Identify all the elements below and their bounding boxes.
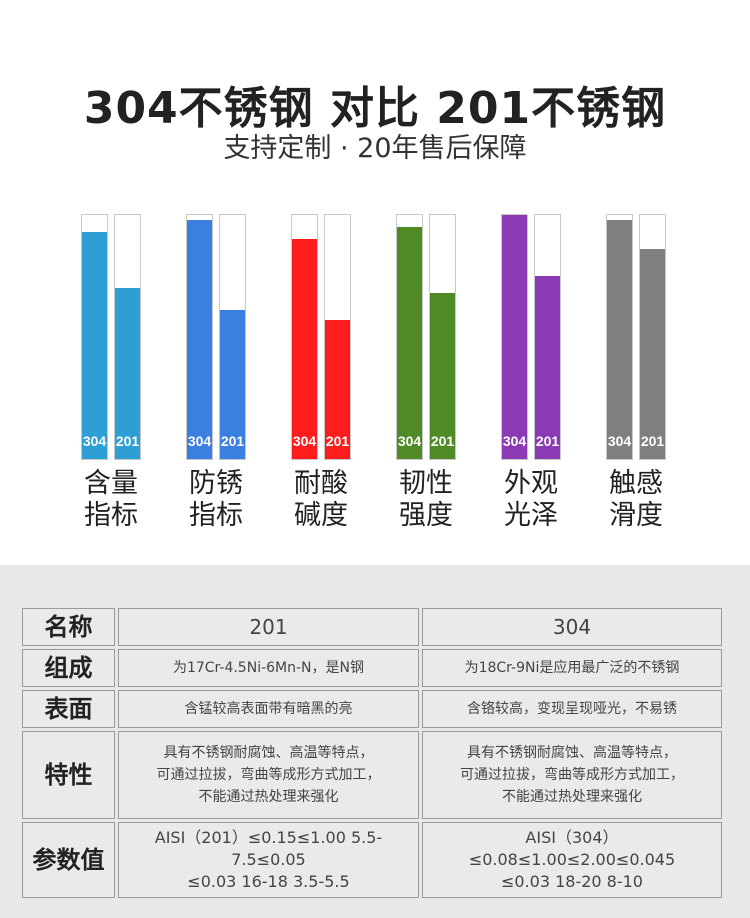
bar-304 bbox=[292, 239, 317, 459]
bar-track-304: 304 bbox=[291, 214, 318, 460]
bar-label: 201 bbox=[640, 433, 665, 449]
bar-track-304: 304 bbox=[501, 214, 528, 460]
bar-track-201: 201 bbox=[429, 214, 456, 460]
bar-track-201: 201 bbox=[534, 214, 561, 460]
row-label: 参数值 bbox=[22, 822, 115, 898]
bar-304 bbox=[82, 232, 107, 459]
page-subtitle: 支持定制 · 20年售后保障 bbox=[223, 133, 527, 164]
bar-201 bbox=[325, 319, 350, 459]
table-row: 表面 含锰较高表面带有暗黑的亮 含铬较高，变现呈现哑光，不易锈 bbox=[22, 690, 722, 728]
cell-line: 可通过拉拔，弯曲等成形方式加工， bbox=[156, 767, 381, 783]
bar-201 bbox=[430, 293, 455, 459]
bar-label: 201 bbox=[430, 433, 455, 449]
category-label-line: 滑度 bbox=[609, 500, 663, 531]
category-label-line: 耐酸 bbox=[294, 468, 348, 499]
row-label: 表面 bbox=[22, 690, 115, 728]
bar-label: 201 bbox=[535, 433, 560, 449]
bar-label: 304 bbox=[82, 433, 107, 449]
cell-line: ≤0.03 18-20 8-10 bbox=[500, 872, 643, 891]
category-label-line: 含量 bbox=[84, 468, 138, 499]
category-label-line: 强度 bbox=[399, 500, 453, 531]
category-label: 韧性 强度 bbox=[381, 468, 471, 532]
cell-201: 为17Cr-4.5Ni-6Mn-N，是N钢 bbox=[118, 649, 419, 687]
bar-304 bbox=[187, 219, 212, 459]
header-cell: 304 bbox=[421, 608, 722, 646]
table-header-row: 名称 201 304 bbox=[22, 608, 722, 646]
cell-line: 可通过拉拔，弯曲等成形方式加工， bbox=[459, 767, 684, 783]
cell-line: 具有不锈钢耐腐蚀、高温等特点， bbox=[466, 745, 677, 761]
bar-label: 201 bbox=[220, 433, 245, 449]
table-row: 参数值 AISI（201）≤0.15≤1.00 5.5-7.5≤0.05 ≤0.03… bbox=[22, 822, 722, 898]
bar-201 bbox=[535, 276, 560, 459]
category-label: 触感 滑度 bbox=[591, 468, 681, 532]
bar-label: 201 bbox=[325, 433, 350, 449]
cell-line: 不能通过热处理来强化 bbox=[198, 789, 339, 805]
category-label: 耐酸 碱度 bbox=[276, 468, 366, 532]
cell-line: 为18Cr-9Ni是应用最广泛的不锈钢 bbox=[464, 660, 680, 676]
bar-304 bbox=[607, 219, 632, 459]
cell-304: 含铬较高，变现呈现哑光，不易锈 bbox=[421, 690, 722, 728]
bar-201 bbox=[640, 249, 665, 459]
bar-track-304: 304 bbox=[186, 214, 213, 460]
bar-track-201: 201 bbox=[219, 214, 246, 460]
cell-line: AISI（304）≤0.08≤1.00≤2.00≤0.045 bbox=[468, 828, 676, 869]
bar-label: 304 bbox=[187, 433, 212, 449]
table-row: 特性 具有不锈钢耐腐蚀、高温等特点， 可通过拉拔，弯曲等成形方式加工， 不能通过热处理… bbox=[22, 731, 722, 819]
cell-304: 具有不锈钢耐腐蚀、高温等特点， 可通过拉拔，弯曲等成形方式加工， 不能通过热处理来强… bbox=[421, 731, 722, 819]
cell-201: AISI（201）≤0.15≤1.00 5.5-7.5≤0.05 ≤0.03 16… bbox=[118, 822, 419, 898]
cell-line: 含铬较高，变现呈现哑光，不易锈 bbox=[466, 701, 677, 717]
page-title: 304不锈钢 对比 201不锈钢 bbox=[83, 83, 667, 134]
bar-track-304: 304 bbox=[81, 214, 108, 460]
cell-201: 具有不锈钢耐腐蚀、高温等特点， 可通过拉拔，弯曲等成形方式加工， 不能通过热处理来强… bbox=[118, 731, 419, 819]
bar-label: 304 bbox=[292, 433, 317, 449]
cell-304: 为18Cr-9Ni是应用最广泛的不锈钢 bbox=[421, 649, 722, 687]
category-label-line: 碱度 bbox=[294, 500, 348, 531]
cell-line: 不能通过热处理来强化 bbox=[501, 789, 642, 805]
comparison-bar-chart: 304 201 含量 指标 304 201 防锈 指标 304 201 耐酸 碱度 304 201 韧性 强度… bbox=[66, 214, 681, 532]
row-label: 组成 bbox=[22, 649, 115, 687]
cell-line: 为17Cr-4.5Ni-6Mn-N，是N钢 bbox=[172, 660, 364, 676]
category-label: 含量 指标 bbox=[66, 468, 156, 532]
row-label: 特性 bbox=[22, 731, 115, 819]
cell-201: 含锰较高表面带有暗黑的亮 bbox=[118, 690, 419, 728]
category-label-line: 触感 bbox=[609, 468, 663, 499]
bar-label: 201 bbox=[115, 433, 140, 449]
category-label: 防锈 指标 bbox=[171, 468, 261, 532]
bar-label: 304 bbox=[397, 433, 422, 449]
header-cell: 201 bbox=[118, 608, 419, 646]
cell-line: AISI（201）≤0.15≤1.00 5.5-7.5≤0.05 bbox=[154, 828, 383, 869]
category-label-line: 光泽 bbox=[504, 500, 558, 531]
bar-track-304: 304 bbox=[396, 214, 423, 460]
bar-track-201: 201 bbox=[324, 214, 351, 460]
bar-track-201: 201 bbox=[114, 214, 141, 460]
category-label-line: 指标 bbox=[84, 500, 138, 531]
cell-line: 具有不锈钢耐腐蚀、高温等特点， bbox=[163, 745, 374, 761]
category-label-line: 指标 bbox=[189, 500, 243, 531]
bar-201 bbox=[115, 288, 140, 459]
table-row: 组成 为17Cr-4.5Ni-6Mn-N，是N钢 为18Cr-9Ni是应用最广泛的不… bbox=[22, 649, 722, 687]
category-label-line: 外观 bbox=[504, 468, 558, 499]
bar-track-304: 304 bbox=[606, 214, 633, 460]
bar-label: 304 bbox=[607, 433, 632, 449]
category-label: 外观 光泽 bbox=[486, 468, 576, 532]
bar-304 bbox=[502, 215, 527, 459]
cell-304: AISI（304）≤0.08≤1.00≤2.00≤0.045 ≤0.03 18-2… bbox=[421, 822, 722, 898]
bar-304 bbox=[397, 227, 422, 459]
category-label-line: 防锈 bbox=[189, 468, 243, 499]
bar-track-201: 201 bbox=[639, 214, 666, 460]
cell-line: 含锰较高表面带有暗黑的亮 bbox=[184, 701, 353, 717]
bar-label: 304 bbox=[502, 433, 527, 449]
cell-line: ≤0.03 16-18 3.5-5.5 bbox=[187, 872, 350, 891]
bar-201 bbox=[220, 310, 245, 459]
category-label-line: 韧性 bbox=[399, 468, 453, 499]
header-cell: 名称 bbox=[22, 608, 115, 646]
comparison-table: 名称 201 304 组成 为17Cr-4.5Ni-6Mn-N，是N钢 为18Cr-… bbox=[19, 605, 725, 901]
